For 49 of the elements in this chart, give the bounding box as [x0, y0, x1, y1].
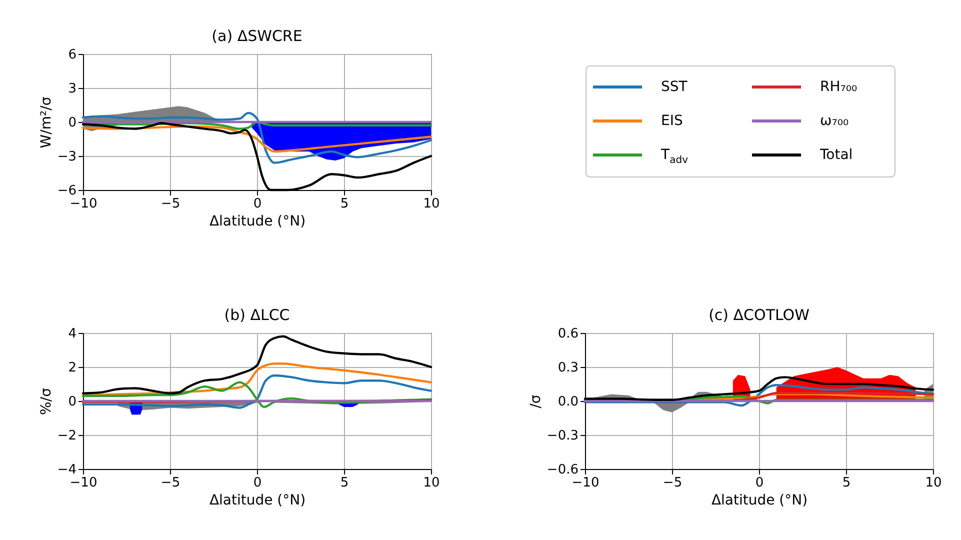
- chart-title: (c) ΔCOTLOW: [708, 306, 810, 324]
- y-tick-label: −6: [57, 184, 76, 198]
- x-tick-label: −5: [160, 196, 180, 212]
- y-axis-title: W/m²/σ: [38, 96, 54, 148]
- line-series: [82, 112, 432, 164]
- legend-label: RH₇₀₀: [820, 79, 858, 95]
- y-tick-label: 0: [68, 394, 76, 410]
- y-tick-label: −2: [57, 428, 76, 444]
- x-tick-label: −10: [572, 476, 600, 490]
- line-series: [82, 374, 432, 409]
- x-tick-label: 10: [423, 196, 440, 212]
- y-tick-label: 2: [68, 360, 76, 376]
- y-tick-label: 4: [68, 326, 76, 342]
- chart-title: (a) ΔSWCRE: [212, 27, 302, 45]
- y-tick-label: 0: [68, 116, 76, 130]
- y-tick-label: 3: [68, 82, 76, 96]
- y-tick-label: −0.6: [546, 462, 578, 478]
- y-tick-label: −0.3: [546, 428, 578, 444]
- legend-label: SST: [661, 79, 688, 95]
- y-tick-label: −4: [57, 462, 76, 478]
- y-tick-label: 0.0: [558, 394, 578, 410]
- x-tick-label: 10: [423, 476, 440, 490]
- line-series: [82, 120, 432, 130]
- x-tick-label: −5: [662, 476, 682, 490]
- x-tick-label: 0: [755, 476, 764, 490]
- x-tick-label: 0: [253, 476, 262, 490]
- x-tick-label: 5: [340, 476, 349, 490]
- y-tick-label: 0.6: [558, 326, 578, 342]
- x-tick-label: −5: [160, 476, 180, 490]
- x-tick-label: 10: [925, 476, 942, 490]
- x-tick-label: 5: [340, 196, 349, 212]
- line-series: [82, 362, 432, 397]
- line-series: [82, 381, 432, 408]
- x-tick-label: −10: [70, 476, 98, 490]
- legend-label: ω₇₀₀: [820, 113, 849, 129]
- legend-label: EIS: [661, 113, 683, 129]
- y-tick-label: 0.3: [558, 360, 578, 376]
- chart-title: (b) ΔLCC: [224, 306, 290, 324]
- y-axis-title: /σ: [528, 394, 544, 408]
- x-axis-title: Δlatitude (°N): [209, 214, 306, 230]
- y-axis-title: %/σ: [38, 388, 54, 415]
- x-axis-title: Δlatitude (°N): [209, 492, 306, 508]
- y-tick-label: 6: [68, 48, 76, 62]
- x-tick-label: 5: [842, 476, 851, 490]
- x-tick-label: −10: [70, 196, 98, 212]
- y-tick-label: −3: [57, 150, 76, 164]
- legend-label: Total: [819, 147, 853, 163]
- x-tick-label: 0: [253, 196, 262, 212]
- x-axis-title: Δlatitude (°N): [711, 492, 808, 508]
